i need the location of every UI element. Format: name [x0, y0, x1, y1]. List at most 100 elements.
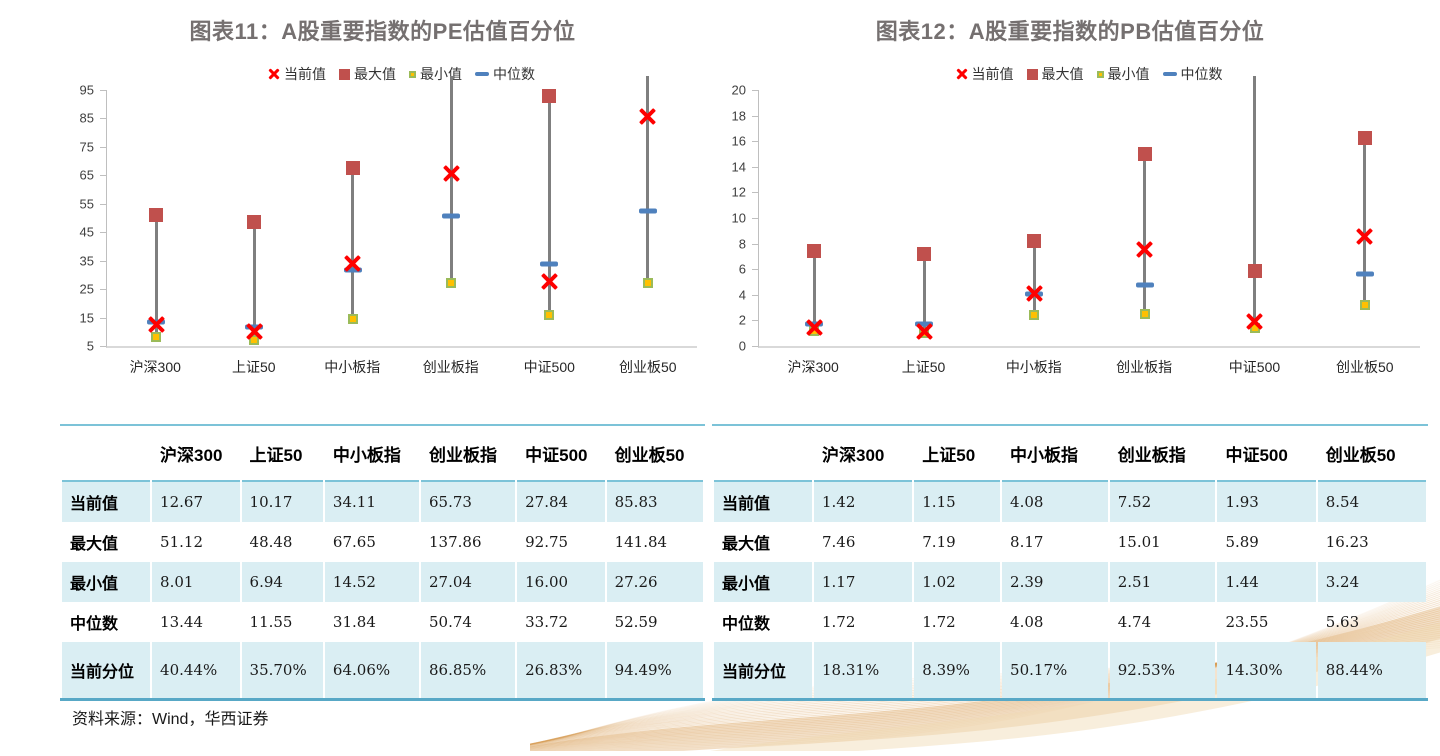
table-row-label: 中位数	[722, 616, 771, 633]
table-row: 当前值 1.42 1.15 4.08 7.52 1.93 8.54	[714, 482, 1426, 522]
pb-panel: 图表12：A股重要指数的PB估值百分位 当前值 最大值 最小值 中位数 0 2 4 6 8 10…	[712, 6, 1428, 701]
legend-label: 最小值	[420, 67, 462, 83]
table-cell: 11.55	[249, 613, 293, 631]
table-column-header: 中证500	[517, 426, 605, 482]
current-value-marker	[915, 322, 934, 341]
table-cell: 4.08	[1002, 482, 1108, 522]
table-column-header: 创业板指	[1109, 426, 1216, 482]
category-slot	[205, 90, 303, 346]
pb-y-axis: 0 2 4 6 8 10 12 14 16 18 20	[712, 83, 754, 354]
table-cell: 7.19	[922, 533, 956, 551]
legend-label: 中位数	[1180, 67, 1223, 83]
table-cell: 1.72	[822, 613, 856, 631]
table-column-header: 沪深300	[152, 426, 240, 482]
legend-label: 当前值	[284, 67, 326, 83]
y-axis-tick-mark	[752, 243, 758, 245]
current-value-marker	[442, 164, 461, 183]
table-cell: 94.49%	[606, 642, 703, 698]
max-marker	[1247, 263, 1262, 278]
legend-label: 当前值	[971, 67, 1014, 83]
table-column-header: 沪深300	[814, 426, 913, 482]
y-axis-tick-label: 14	[731, 159, 746, 175]
table-cell: 65.73	[421, 482, 516, 522]
table-cell: 2.39	[1002, 562, 1108, 602]
table-cell: 40.44%	[152, 642, 240, 698]
x-axis-category-label: 中证500	[523, 359, 575, 375]
current-value-x-icon	[956, 68, 968, 80]
median-marker	[638, 208, 657, 214]
legend-item: 当前值	[268, 64, 326, 84]
table-row: 最大值 7.46 7.19 8.17 15.01 5.89 16.23	[714, 522, 1426, 562]
y-axis-tick-label: 65	[79, 167, 94, 183]
current-value-marker	[540, 272, 559, 291]
table-cell: 67.65	[332, 533, 376, 551]
y-axis-tick-mark	[100, 346, 106, 347]
table-row: 当前分位 40.44% 35.70% 64.06% 86.85% 26.83% 94.49%	[62, 642, 703, 698]
pb-data-table: 沪深300 上证50 中小板指 创业板指 中证500 创业板50 当前值 1.42 1.15 4.…	[712, 424, 1428, 701]
min-square-icon	[409, 70, 416, 78]
x-axis-category-label: 创业板50	[618, 359, 677, 375]
table-row: 最小值 1.17 1.02 2.39 2.51 1.44 3.24	[714, 562, 1426, 602]
table-cell: 1.44	[1217, 562, 1316, 602]
x-axis-category-label: 中证500	[1228, 359, 1281, 375]
table-column-header: 中小板指	[324, 426, 420, 482]
table-cell: 8.17	[1010, 533, 1044, 551]
legend-label: 最大值	[1041, 67, 1084, 83]
y-axis-tick-mark	[100, 232, 106, 234]
category-slot	[869, 90, 979, 346]
current-value-marker	[1355, 227, 1374, 246]
min-marker	[642, 277, 653, 288]
y-axis-tick-label: 2	[738, 312, 746, 328]
table-header-row: 沪深300 上证50 中小板指 创业板指 中证500 创业板50	[62, 426, 703, 482]
pe-range-chart: 当前值 最大值 最小值 中位数 5 15 25 35 45 55 65 75 85 95 沪深300 上证…	[60, 62, 705, 400]
table-cell: 16.00	[517, 562, 605, 602]
y-axis-tick-mark	[752, 90, 758, 91]
median-dash-icon	[475, 72, 489, 76]
legend-label: 最大值	[354, 67, 396, 83]
table-cell: 137.86	[429, 533, 482, 551]
table-cell: 2.51	[1109, 562, 1216, 602]
high-low-line	[1032, 241, 1036, 316]
median-marker	[1355, 271, 1374, 277]
category-slot	[402, 76, 500, 346]
current-value-marker	[1135, 240, 1154, 259]
y-axis-tick-mark	[100, 317, 106, 319]
table-corner-cell	[62, 426, 151, 482]
x-axis-category-label: 上证50	[231, 359, 276, 375]
category-slot	[1090, 90, 1200, 346]
table-cell: 8.39%	[914, 642, 1001, 698]
table-corner-cell	[714, 426, 812, 482]
table-cell: 1.72	[922, 613, 956, 631]
table-header-row: 沪深300 上证50 中小板指 创业板指 中证500 创业板50	[714, 426, 1426, 482]
x-axis-category-label: 沪深300	[787, 359, 839, 375]
table-cell: 92.75	[525, 533, 569, 551]
table-column-header: 上证50	[914, 426, 1001, 482]
x-axis-category-label: 沪深300	[129, 359, 181, 375]
table-cell: 48.48	[249, 533, 293, 551]
pe-panel: 图表11：A股重要指数的PE估值百分位 当前值 最大值 最小值 中位数 5 15 25 35…	[60, 6, 705, 701]
pe-data-table: 沪深300 上证50 中小板指 创业板指 中证500 创业板50 当前值 12.67 10.17…	[60, 424, 705, 701]
max-square-icon	[1026, 68, 1038, 80]
y-axis-tick-label: 10	[731, 210, 746, 226]
legend-label: 中位数	[493, 67, 535, 83]
max-marker	[345, 160, 360, 175]
pb-plot-area	[752, 76, 1420, 348]
table-cell: 50.74	[429, 613, 472, 631]
pb-chart-title: 图表12：A股重要指数的PB估值百分位	[875, 19, 1265, 44]
current-value-x-icon	[268, 68, 280, 80]
y-axis-tick-mark	[752, 269, 758, 271]
table-cell: 10.17	[241, 482, 323, 522]
y-axis-tick-label: 12	[731, 184, 746, 200]
legend-item: 中位数	[1162, 64, 1223, 84]
table-cell: 50.17%	[1002, 642, 1108, 698]
table-cell: 85.83	[606, 482, 703, 522]
x-axis-category-label: 创业板50	[1336, 359, 1394, 375]
table-cell: 8.54	[1317, 482, 1426, 522]
max-marker	[807, 243, 822, 258]
x-axis-category-label: 上证50	[901, 359, 946, 375]
table-column-header: 创业板50	[606, 426, 703, 482]
table-row: 当前值 12.67 10.17 34.11 65.73 27.84 85.83	[62, 482, 703, 522]
table-row: 中位数 1.72 1.72 4.08 4.74 23.55 5.63	[714, 602, 1426, 642]
y-axis-tick-mark	[752, 218, 758, 219]
median-marker	[442, 213, 461, 219]
